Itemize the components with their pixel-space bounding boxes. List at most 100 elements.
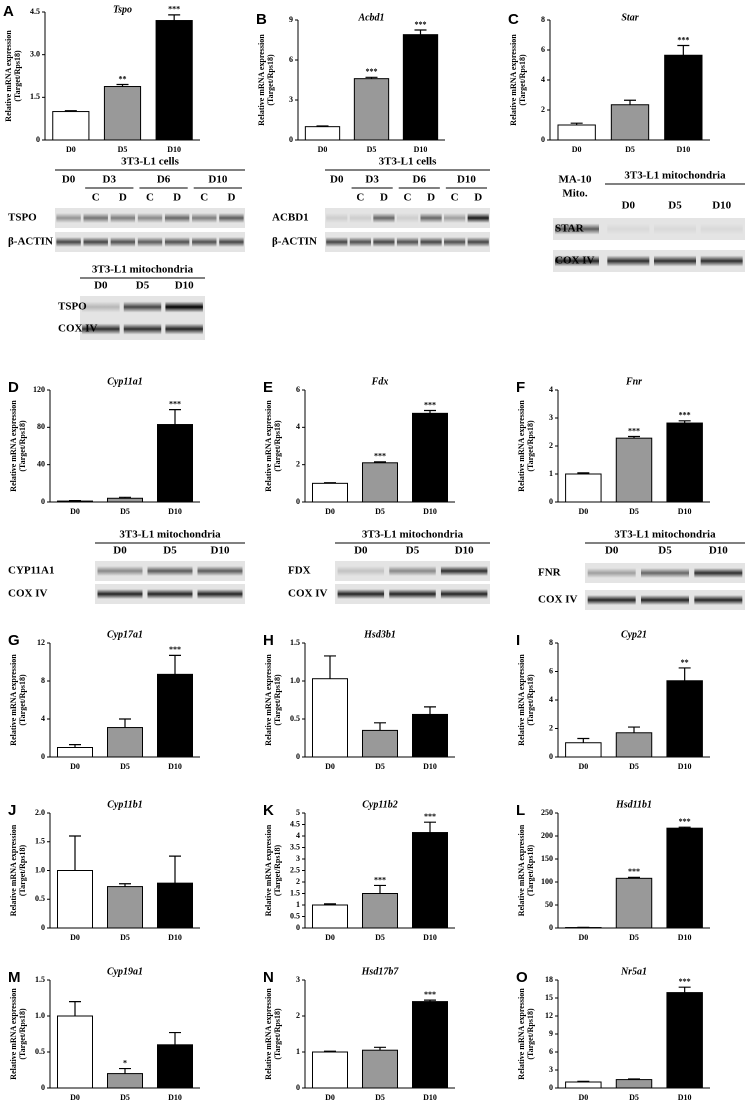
bar xyxy=(557,124,596,141)
blot-band xyxy=(164,213,190,223)
y-tick-label: 4.5 xyxy=(290,819,300,828)
blot-band xyxy=(444,237,466,247)
x-tick-label: D10 xyxy=(167,145,181,154)
y-axis-label: Relative mRNA expression xyxy=(509,34,518,126)
x-tick-label: D10 xyxy=(423,762,437,771)
y-tick-label: 1.0 xyxy=(35,1011,45,1020)
error-bar xyxy=(169,1031,181,1045)
blot-column: D5 xyxy=(668,200,682,212)
x-tick-label: D0 xyxy=(572,145,582,154)
blot-row-label: FNR xyxy=(538,567,562,579)
panel-letter: M xyxy=(8,969,21,986)
y-tick-label: 80 xyxy=(37,422,45,431)
panel-letter: B xyxy=(256,11,267,28)
y-tick-label: 4 xyxy=(41,714,45,723)
error-bar xyxy=(628,1078,640,1080)
y-tick-label: 0 xyxy=(549,752,553,761)
blot-column: D5 xyxy=(406,545,420,557)
blot-band xyxy=(700,255,743,267)
panel-letter: E xyxy=(263,379,273,396)
chart-title: Cyp21 xyxy=(621,629,647,640)
blot-column: D0 xyxy=(62,174,76,186)
x-tick-label: D0 xyxy=(318,145,328,154)
blot-row-label: CYP11A1 xyxy=(8,565,54,577)
bar xyxy=(157,882,193,929)
y-axis-label: Relative mRNA expression xyxy=(9,400,18,492)
blot-band xyxy=(420,237,442,247)
blot-band xyxy=(56,237,81,247)
blot-column: D6 xyxy=(413,174,427,186)
y-tick-label: 150 xyxy=(541,854,553,863)
significance: *** xyxy=(168,5,180,14)
error-bar xyxy=(374,722,386,731)
y-tick-label: 0 xyxy=(41,752,45,761)
error-bar xyxy=(69,744,81,748)
blot-band xyxy=(587,595,636,605)
blot-band xyxy=(83,237,108,247)
chart-title: Hsd17b7 xyxy=(361,966,400,977)
error-bar xyxy=(374,461,386,463)
bar xyxy=(666,992,703,1089)
blot-band xyxy=(587,568,636,578)
bar xyxy=(312,1051,348,1089)
x-tick-label: D0 xyxy=(578,1093,588,1102)
blot-column: D10 xyxy=(709,545,728,557)
y-tick-label: 8 xyxy=(41,676,45,685)
error-bar xyxy=(324,903,336,905)
significance: *** xyxy=(366,67,378,76)
panel-letter: A xyxy=(3,3,14,20)
y-tick-label: 0 xyxy=(41,497,45,506)
bar xyxy=(565,1081,602,1089)
y-tick-label: 2 xyxy=(549,723,553,732)
y-axis-label: (Target/Rps18) xyxy=(18,674,27,726)
y-axis-label: Relative mRNA expression xyxy=(264,988,273,1080)
error-bar xyxy=(64,110,77,112)
y-tick-label: 4 xyxy=(549,695,553,704)
bar xyxy=(666,827,703,929)
blot-band xyxy=(396,213,419,223)
blot-subcolumn: C xyxy=(146,192,154,204)
y-tick-label: 2.5 xyxy=(290,865,300,874)
significance: *** xyxy=(424,812,436,821)
x-tick-label: D0 xyxy=(325,507,335,516)
chart-title: Fnr xyxy=(625,376,642,387)
y-tick-label: 1.5 xyxy=(35,837,45,846)
significance: *** xyxy=(424,400,436,409)
blot-band xyxy=(440,589,488,599)
x-tick-label: D5 xyxy=(120,762,130,771)
bar xyxy=(157,1044,193,1089)
x-tick-label: D10 xyxy=(168,933,182,942)
blot-column: D6 xyxy=(157,174,171,186)
y-tick-label: 0 xyxy=(549,923,553,932)
blot-band xyxy=(467,213,489,223)
bar xyxy=(615,1079,653,1089)
y-tick-label: 8 xyxy=(549,638,553,647)
blot-column: D10 xyxy=(208,174,227,186)
blot-band xyxy=(337,589,385,599)
chart-title: Hsd3b1 xyxy=(363,629,396,640)
blot-band xyxy=(192,213,217,223)
y-tick-label: 1 xyxy=(549,469,553,478)
y-axis-label: (Target/Rps18) xyxy=(273,845,282,897)
significance: * xyxy=(123,1058,127,1067)
blot-band xyxy=(467,237,489,247)
error-bar xyxy=(678,667,691,681)
y-tick-label: 0 xyxy=(296,752,300,761)
bar xyxy=(615,732,653,758)
blot-subcolumn: D xyxy=(474,192,482,204)
blot-row-label: FDX xyxy=(288,565,311,577)
error-bar xyxy=(678,986,691,993)
error-bar xyxy=(316,125,329,127)
x-tick-label: D10 xyxy=(168,507,182,516)
chart-title: Hsd11b1 xyxy=(615,799,652,810)
blot-band xyxy=(219,237,244,247)
bar xyxy=(666,680,703,758)
significance: *** xyxy=(628,867,640,876)
y-axis-label: (Target/Rps18) xyxy=(18,420,27,472)
bar xyxy=(107,1073,143,1089)
y-tick-label: 40 xyxy=(37,459,45,468)
blot-column: D0 xyxy=(330,174,344,186)
y-tick-label: 0 xyxy=(549,497,553,506)
y-tick-label: 1.5 xyxy=(290,638,300,647)
x-tick-label: D10 xyxy=(678,507,692,516)
